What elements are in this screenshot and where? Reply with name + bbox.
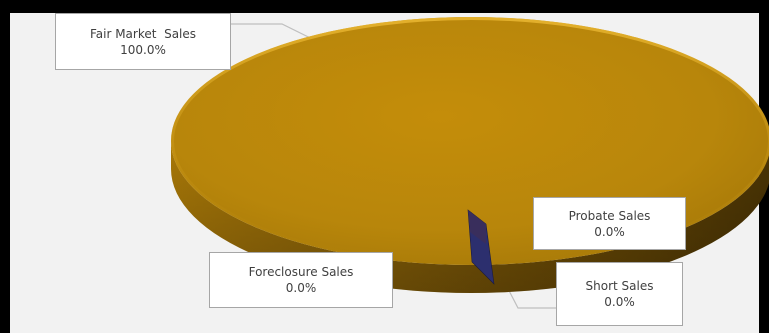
- pie-slice-rim-0: [171, 17, 769, 265]
- data-label-category: Foreclosure Sales: [248, 265, 354, 279]
- data-label-category: Probate Sales: [568, 208, 651, 223]
- data-label-1: Probate Sales 0.0%: [533, 197, 686, 250]
- data-label-3: Foreclosure Sales 0.0%: [209, 252, 393, 308]
- data-label-category: Short Sales: [585, 279, 654, 293]
- data-label-value: 0.0%: [285, 281, 317, 295]
- data-label-value: 0.0%: [594, 224, 625, 239]
- data-label-2: Short Sales 0.0%: [556, 262, 683, 326]
- data-label-value: 100.0%: [120, 42, 166, 57]
- data-label-value: 0.0%: [604, 295, 635, 309]
- pie-slice-zero-wedge-top: [468, 210, 486, 244]
- data-label-0: Fair Market Sales 100.0%: [55, 13, 231, 70]
- data-label-category: Fair Market Sales: [89, 26, 197, 41]
